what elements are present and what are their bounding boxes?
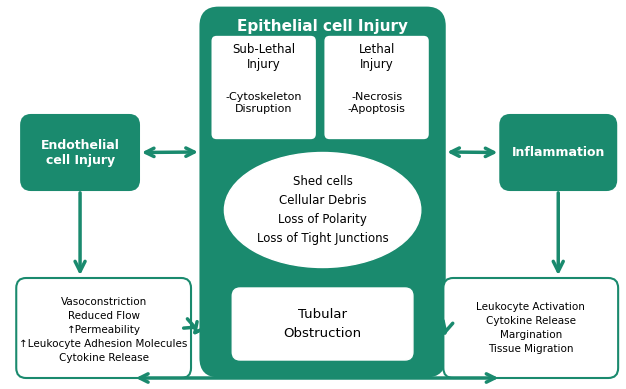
Text: Tubular
Obstruction: Tubular Obstruction bbox=[284, 308, 362, 340]
FancyBboxPatch shape bbox=[232, 288, 413, 360]
Text: Leukocyte Activation
Cytokine Release
Margination
Tissue Migration: Leukocyte Activation Cytokine Release Ma… bbox=[476, 302, 585, 354]
Text: Endothelial
cell Injury: Endothelial cell Injury bbox=[41, 138, 120, 166]
Text: -Cytoskeleton
Disruption: -Cytoskeleton Disruption bbox=[225, 92, 302, 114]
Text: Inflammation: Inflammation bbox=[511, 146, 605, 159]
FancyBboxPatch shape bbox=[324, 35, 429, 140]
Text: Vasoconstriction
Reduced Flow
↑Permeability
↑Leukocyte Adhesion Molecules
Cytoki: Vasoconstriction Reduced Flow ↑Permeabil… bbox=[19, 297, 188, 363]
FancyBboxPatch shape bbox=[443, 278, 618, 378]
FancyBboxPatch shape bbox=[500, 115, 616, 190]
FancyBboxPatch shape bbox=[201, 8, 444, 376]
Text: Shed cells
Cellular Debris
Loss of Polarity
Loss of Tight Junctions: Shed cells Cellular Debris Loss of Polar… bbox=[257, 175, 389, 245]
Text: Sub-Lethal
Injury: Sub-Lethal Injury bbox=[232, 43, 295, 71]
Ellipse shape bbox=[224, 152, 421, 268]
FancyBboxPatch shape bbox=[211, 35, 317, 140]
FancyBboxPatch shape bbox=[21, 115, 139, 190]
Text: Lethal
Injury: Lethal Injury bbox=[359, 43, 395, 71]
Text: -Necrosis
-Apoptosis: -Necrosis -Apoptosis bbox=[347, 92, 406, 114]
FancyBboxPatch shape bbox=[16, 278, 191, 378]
Text: Epithelial cell Injury: Epithelial cell Injury bbox=[237, 19, 408, 33]
